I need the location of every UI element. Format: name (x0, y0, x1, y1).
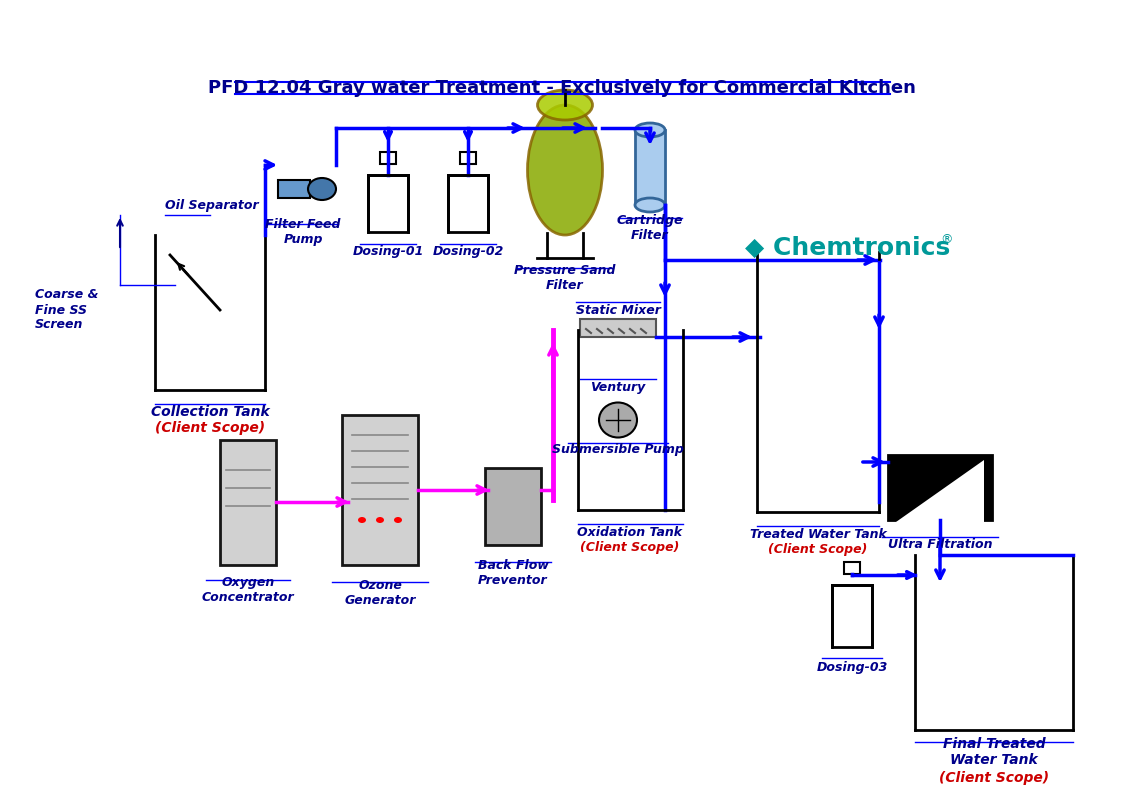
Bar (368, 175, 408, 232)
Ellipse shape (309, 178, 335, 200)
Ellipse shape (635, 198, 665, 212)
Ellipse shape (599, 403, 637, 438)
Bar (485, 468, 541, 545)
Text: Coarse &
Fine SS
Screen: Coarse & Fine SS Screen (35, 289, 99, 331)
Ellipse shape (394, 517, 402, 523)
Text: Ozone
Generator: Ozone Generator (344, 579, 415, 607)
Text: Filter Feed
Pump: Filter Feed Pump (265, 218, 341, 246)
Bar (460, 152, 476, 164)
Ellipse shape (376, 517, 384, 523)
Text: Dosing-01: Dosing-01 (352, 246, 424, 259)
Text: ®: ® (940, 233, 953, 247)
Ellipse shape (358, 517, 366, 523)
Text: Oxidation Tank: Oxidation Tank (578, 526, 682, 538)
Bar (888, 455, 992, 520)
Text: Dosing-02: Dosing-02 (432, 246, 504, 259)
Text: Static Mixer: Static Mixer (576, 304, 661, 316)
Bar (844, 562, 859, 574)
Text: Back Flow
Preventor: Back Flow Preventor (478, 559, 549, 587)
Bar (580, 319, 656, 337)
Text: Pressure Sand
Filter: Pressure Sand Filter (514, 264, 616, 292)
Text: Cartridge
Filter: Cartridge Filter (617, 214, 683, 242)
Bar (833, 585, 872, 647)
Text: Oil Separator: Oil Separator (165, 198, 259, 212)
Text: ◆ Chemtronics: ◆ Chemtronics (745, 236, 950, 260)
Ellipse shape (635, 123, 665, 137)
Ellipse shape (527, 105, 603, 235)
Text: (Client Scope): (Client Scope) (769, 543, 867, 557)
Text: PFD 12.04 Gray water Treatment - Exclusively for Commercial Kitchen: PFD 12.04 Gray water Treatment - Exclusi… (208, 79, 916, 97)
Ellipse shape (537, 90, 592, 120)
Text: Ventury: Ventury (590, 381, 645, 393)
Bar (278, 180, 310, 198)
Text: Ultra Filtration: Ultra Filtration (888, 538, 992, 551)
Text: Submersible Pump: Submersible Pump (552, 443, 684, 457)
Text: (Client Scope): (Client Scope) (939, 771, 1049, 785)
Text: Collection Tank: Collection Tank (150, 405, 269, 419)
Text: (Client Scope): (Client Scope) (580, 542, 680, 554)
Bar (342, 415, 419, 565)
Text: Treated Water Tank: Treated Water Tank (749, 527, 886, 541)
Bar (380, 152, 396, 164)
Bar (635, 130, 665, 205)
Polygon shape (896, 460, 984, 522)
Text: Dosing-03: Dosing-03 (817, 661, 888, 675)
Bar (448, 175, 488, 232)
Bar (220, 440, 276, 565)
Text: Oxygen
Concentrator: Oxygen Concentrator (202, 576, 294, 604)
Text: (Client Scope): (Client Scope) (155, 421, 265, 435)
Text: Final Treated
Water Tank: Final Treated Water Tank (942, 737, 1046, 767)
